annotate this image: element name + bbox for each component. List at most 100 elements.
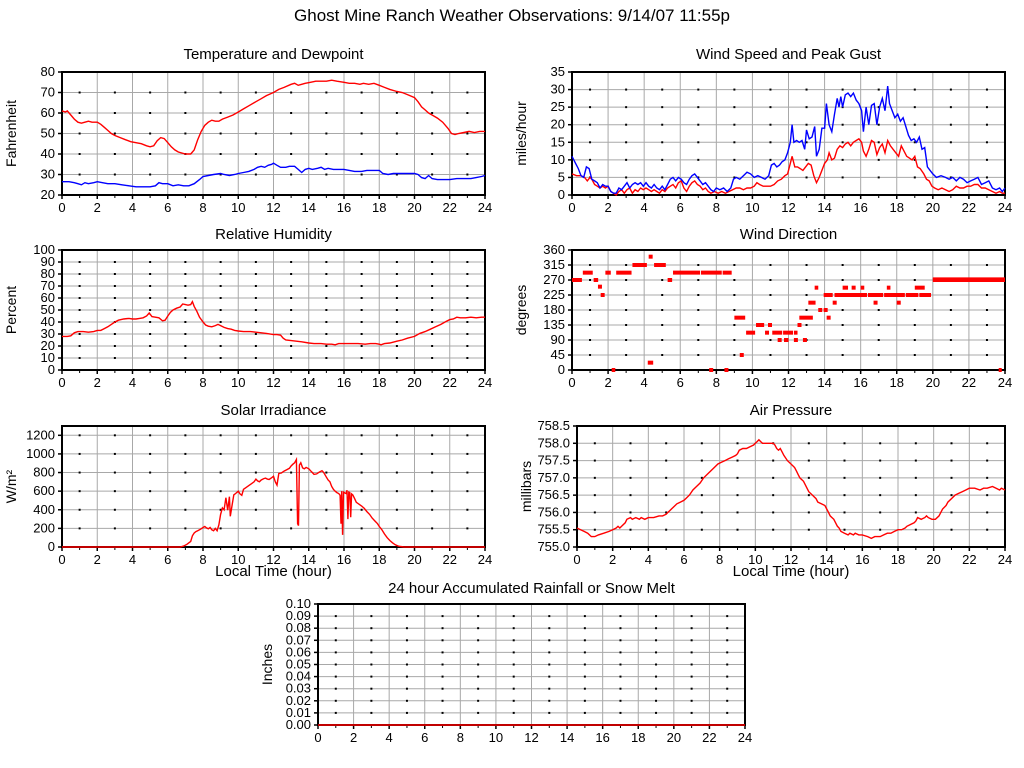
svg-text:8: 8 — [199, 375, 206, 390]
svg-text:30: 30 — [551, 82, 565, 97]
svg-text:24: 24 — [998, 200, 1012, 215]
svg-text:10: 10 — [745, 375, 759, 390]
chart-wind-speed-gust: 0 2 4 6 8 10 12 14 16 18 20 22 24 0 5 10 15 20 25 30 35 miles… — [514, 64, 1020, 221]
svg-text:24: 24 — [998, 375, 1012, 390]
svg-text:24: 24 — [478, 375, 492, 390]
svg-text:14: 14 — [560, 730, 574, 745]
plot-wind: 0 2 4 6 8 10 12 14 16 18 20 22 2405101520253035miles… — [514, 64, 1012, 215]
chart-wind-direction: 0 2 4 6 8 10 12 14 16 18 20 22 24 0 45 90 135 180 225 270 31… — [514, 242, 1020, 396]
svg-text:755.0: 755.0 — [537, 539, 570, 554]
chart-solar-irradiance: 0 2 4 6 8 10 12 14 16 18 20 22 24 0 200 400 600 800 1000 12… — [4, 418, 500, 573]
svg-text:0: 0 — [48, 362, 55, 377]
svg-text:0: 0 — [558, 362, 565, 377]
svg-text:200: 200 — [33, 520, 55, 535]
svg-text:4: 4 — [129, 200, 136, 215]
svg-text:Fahrenheit: Fahrenheit — [4, 100, 19, 167]
page-title: Ghost Mine Ranch Weather Observations: 9… — [294, 6, 730, 25]
svg-text:6: 6 — [680, 552, 687, 567]
svg-text:24: 24 — [738, 730, 752, 745]
chart-title-rainfall: 24 hour Accumulated Rainfall or Snow Mel… — [388, 580, 675, 597]
svg-text:600: 600 — [33, 483, 55, 498]
svg-text:8: 8 — [716, 552, 723, 567]
svg-text:25: 25 — [551, 99, 565, 114]
svg-text:20: 20 — [926, 375, 940, 390]
svg-text:18: 18 — [372, 375, 386, 390]
svg-text:0.10: 0.10 — [286, 596, 311, 611]
svg-text:10: 10 — [41, 350, 55, 365]
svg-text:8: 8 — [713, 200, 720, 215]
series-peak-gust — [571, 86, 1006, 194]
svg-text:0.08: 0.08 — [286, 620, 311, 635]
svg-text:225: 225 — [543, 287, 565, 302]
svg-text:miles/hour: miles/hour — [514, 101, 529, 166]
svg-text:70: 70 — [41, 278, 55, 293]
svg-text:20: 20 — [926, 200, 940, 215]
svg-text:18: 18 — [372, 200, 386, 215]
svg-text:20: 20 — [407, 200, 421, 215]
svg-text:755.5: 755.5 — [537, 522, 570, 537]
svg-text:8: 8 — [713, 375, 720, 390]
svg-text:400: 400 — [33, 502, 55, 517]
svg-text:22: 22 — [962, 552, 976, 567]
plot-winddir: 0 2 4 6 8 10 12 14 16 18 20 22 240459013518022527031… — [514, 242, 1012, 390]
svg-text:6: 6 — [421, 730, 428, 745]
chart-rainfall: 0 2 4 6 8 10 12 14 16 18 20 22 24 0.00 0.01 0.02 0.03 0.0… — [260, 596, 760, 751]
svg-text:millibars: millibars — [519, 461, 534, 512]
svg-text:6: 6 — [164, 200, 171, 215]
plot-pressure: 0 2 4 6 8 10 12 14 16 18 20 22 24755.0755.5756.0756.… — [519, 418, 1012, 567]
svg-text:12: 12 — [266, 375, 280, 390]
svg-text:12: 12 — [266, 552, 280, 567]
svg-text:270: 270 — [543, 272, 565, 287]
svg-text:14: 14 — [302, 552, 316, 567]
series-wind-speed — [571, 137, 1005, 196]
svg-text:14: 14 — [302, 200, 316, 215]
svg-text:800: 800 — [33, 465, 55, 480]
chart-title-wind: Wind Speed and Peak Gust — [695, 46, 882, 63]
svg-text:15: 15 — [551, 134, 565, 149]
svg-text:4: 4 — [641, 375, 648, 390]
svg-text:10: 10 — [231, 552, 245, 567]
svg-text:10: 10 — [551, 152, 565, 167]
svg-text:16: 16 — [853, 375, 867, 390]
svg-text:4: 4 — [386, 730, 393, 745]
svg-text:10: 10 — [489, 730, 503, 745]
svg-text:18: 18 — [372, 552, 386, 567]
chart-title-winddir: Wind Direction — [739, 226, 838, 243]
svg-text:10: 10 — [231, 200, 245, 215]
svg-text:degrees: degrees — [514, 285, 529, 336]
svg-text:756.0: 756.0 — [537, 504, 570, 519]
svg-text:20: 20 — [41, 187, 55, 202]
svg-text:2: 2 — [94, 200, 101, 215]
svg-text:16: 16 — [337, 375, 351, 390]
svg-text:16: 16 — [855, 552, 869, 567]
svg-text:18: 18 — [890, 200, 904, 215]
svg-text:6: 6 — [164, 375, 171, 390]
svg-text:0: 0 — [58, 375, 65, 390]
svg-text:40: 40 — [41, 314, 55, 329]
svg-text:70: 70 — [41, 85, 55, 100]
svg-text:0.07: 0.07 — [286, 632, 311, 647]
svg-text:4: 4 — [645, 552, 652, 567]
svg-text:2: 2 — [609, 552, 616, 567]
svg-text:0: 0 — [568, 375, 575, 390]
series-dewpoint — [62, 162, 486, 188]
svg-text:30: 30 — [41, 167, 55, 182]
svg-text:20: 20 — [407, 552, 421, 567]
chart-title-pressure: Air Pressure — [749, 402, 833, 419]
svg-text:756.5: 756.5 — [537, 487, 570, 502]
svg-text:14: 14 — [817, 375, 831, 390]
svg-text:4: 4 — [129, 375, 136, 390]
svg-text:1000: 1000 — [26, 446, 55, 461]
svg-text:60: 60 — [41, 105, 55, 120]
svg-text:20: 20 — [407, 375, 421, 390]
svg-text:14: 14 — [819, 552, 833, 567]
svg-text:24: 24 — [478, 552, 492, 567]
svg-text:W/m²: W/m² — [4, 469, 19, 503]
svg-text:315: 315 — [543, 257, 565, 272]
svg-text:6: 6 — [164, 552, 171, 567]
svg-text:0: 0 — [573, 552, 580, 567]
svg-text:135: 135 — [543, 317, 565, 332]
svg-text:10: 10 — [745, 200, 759, 215]
svg-text:758.0: 758.0 — [537, 435, 570, 450]
svg-text:24: 24 — [998, 552, 1012, 567]
